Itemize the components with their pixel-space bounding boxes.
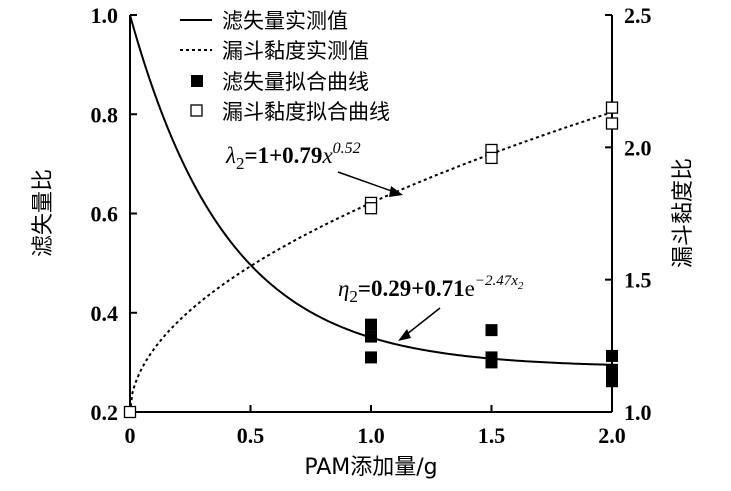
y-right-tick-label-2: 2.0: [624, 135, 652, 160]
series-3-point-6: [605, 117, 619, 130]
y-left-tick-label-2: 0.6: [91, 202, 119, 227]
annotation-viscosity: λ2=1+0.79x0.52: [225, 140, 403, 197]
x-tick-label-0: 0: [125, 423, 136, 448]
legend-label-0: 滤失量实测值: [222, 9, 348, 33]
series-1-curve: [129, 111, 613, 413]
y-axis-right-label: 漏斗黏度比: [671, 158, 696, 268]
y-left-tick-label-4: 1.0: [91, 3, 119, 28]
series-2-point-2: [365, 351, 377, 364]
x-tick-label-3: 1.5: [478, 423, 506, 448]
annotation-viscosity-arrowhead: [389, 186, 403, 197]
points-group: [123, 101, 619, 419]
legend-label-3: 漏斗黏度拟合曲线: [222, 100, 390, 124]
series-2-point-6: [606, 349, 618, 362]
series-2-point-1: [365, 330, 377, 343]
legend: 滤失量实测值 漏斗黏度实测值 滤失量拟合曲线 漏斗黏度拟合曲线: [180, 9, 390, 124]
x-tick-label-4: 2.0: [598, 423, 626, 448]
annotation-filtration-arrowhead: [398, 329, 411, 341]
y-left-tick-label-1: 0.4: [91, 301, 119, 326]
annotation-viscosity-arrow: [337, 171, 401, 195]
series-3-point-4: [485, 151, 498, 165]
y-right-tick-label-1: 1.5: [624, 268, 652, 293]
y-left-tick-label-0: 0.2: [91, 400, 119, 425]
ticks-group: 0 0.5 1.0 1.5 2.0 0.2 0.4 0.6 0.8 1.0 1.0 1.5 2.0 2.5: [91, 3, 652, 448]
legend-swatch-filled-square: [191, 75, 203, 87]
legend-label-2: 滤失量拟合曲线: [222, 70, 369, 94]
series-3-point-0: [123, 405, 137, 419]
legend-swatch-open-square: [190, 104, 203, 117]
y-axis-left-label: 滤失量比: [31, 169, 56, 257]
x-tick-label-1: 0.5: [237, 423, 265, 448]
annotation-viscosity-formula: λ2=1+0.79x0.52: [225, 140, 361, 173]
series-3-point-5: [605, 101, 619, 114]
y-right-tick-label-3: 2.5: [624, 3, 652, 28]
y-right-tick-label-0: 1.0: [624, 400, 652, 425]
series-2-point-5: [485, 356, 498, 369]
series-3-point-2: [364, 202, 378, 215]
legend-label-1: 漏斗黏度实测值: [222, 39, 369, 63]
annotation-filtration-formula: η2=0.29+0.71e−2.47x2: [338, 273, 524, 306]
series-0-curve: [129, 14, 613, 366]
y-left-tick-label-3: 0.8: [91, 102, 119, 127]
x-axis-label: PAM添加量/g: [304, 455, 437, 480]
series-2-point-9: [606, 375, 618, 388]
x-tick-label-2: 1.0: [357, 423, 385, 448]
series-2-point-3: [485, 324, 498, 337]
series-2-point-0: [365, 318, 377, 331]
